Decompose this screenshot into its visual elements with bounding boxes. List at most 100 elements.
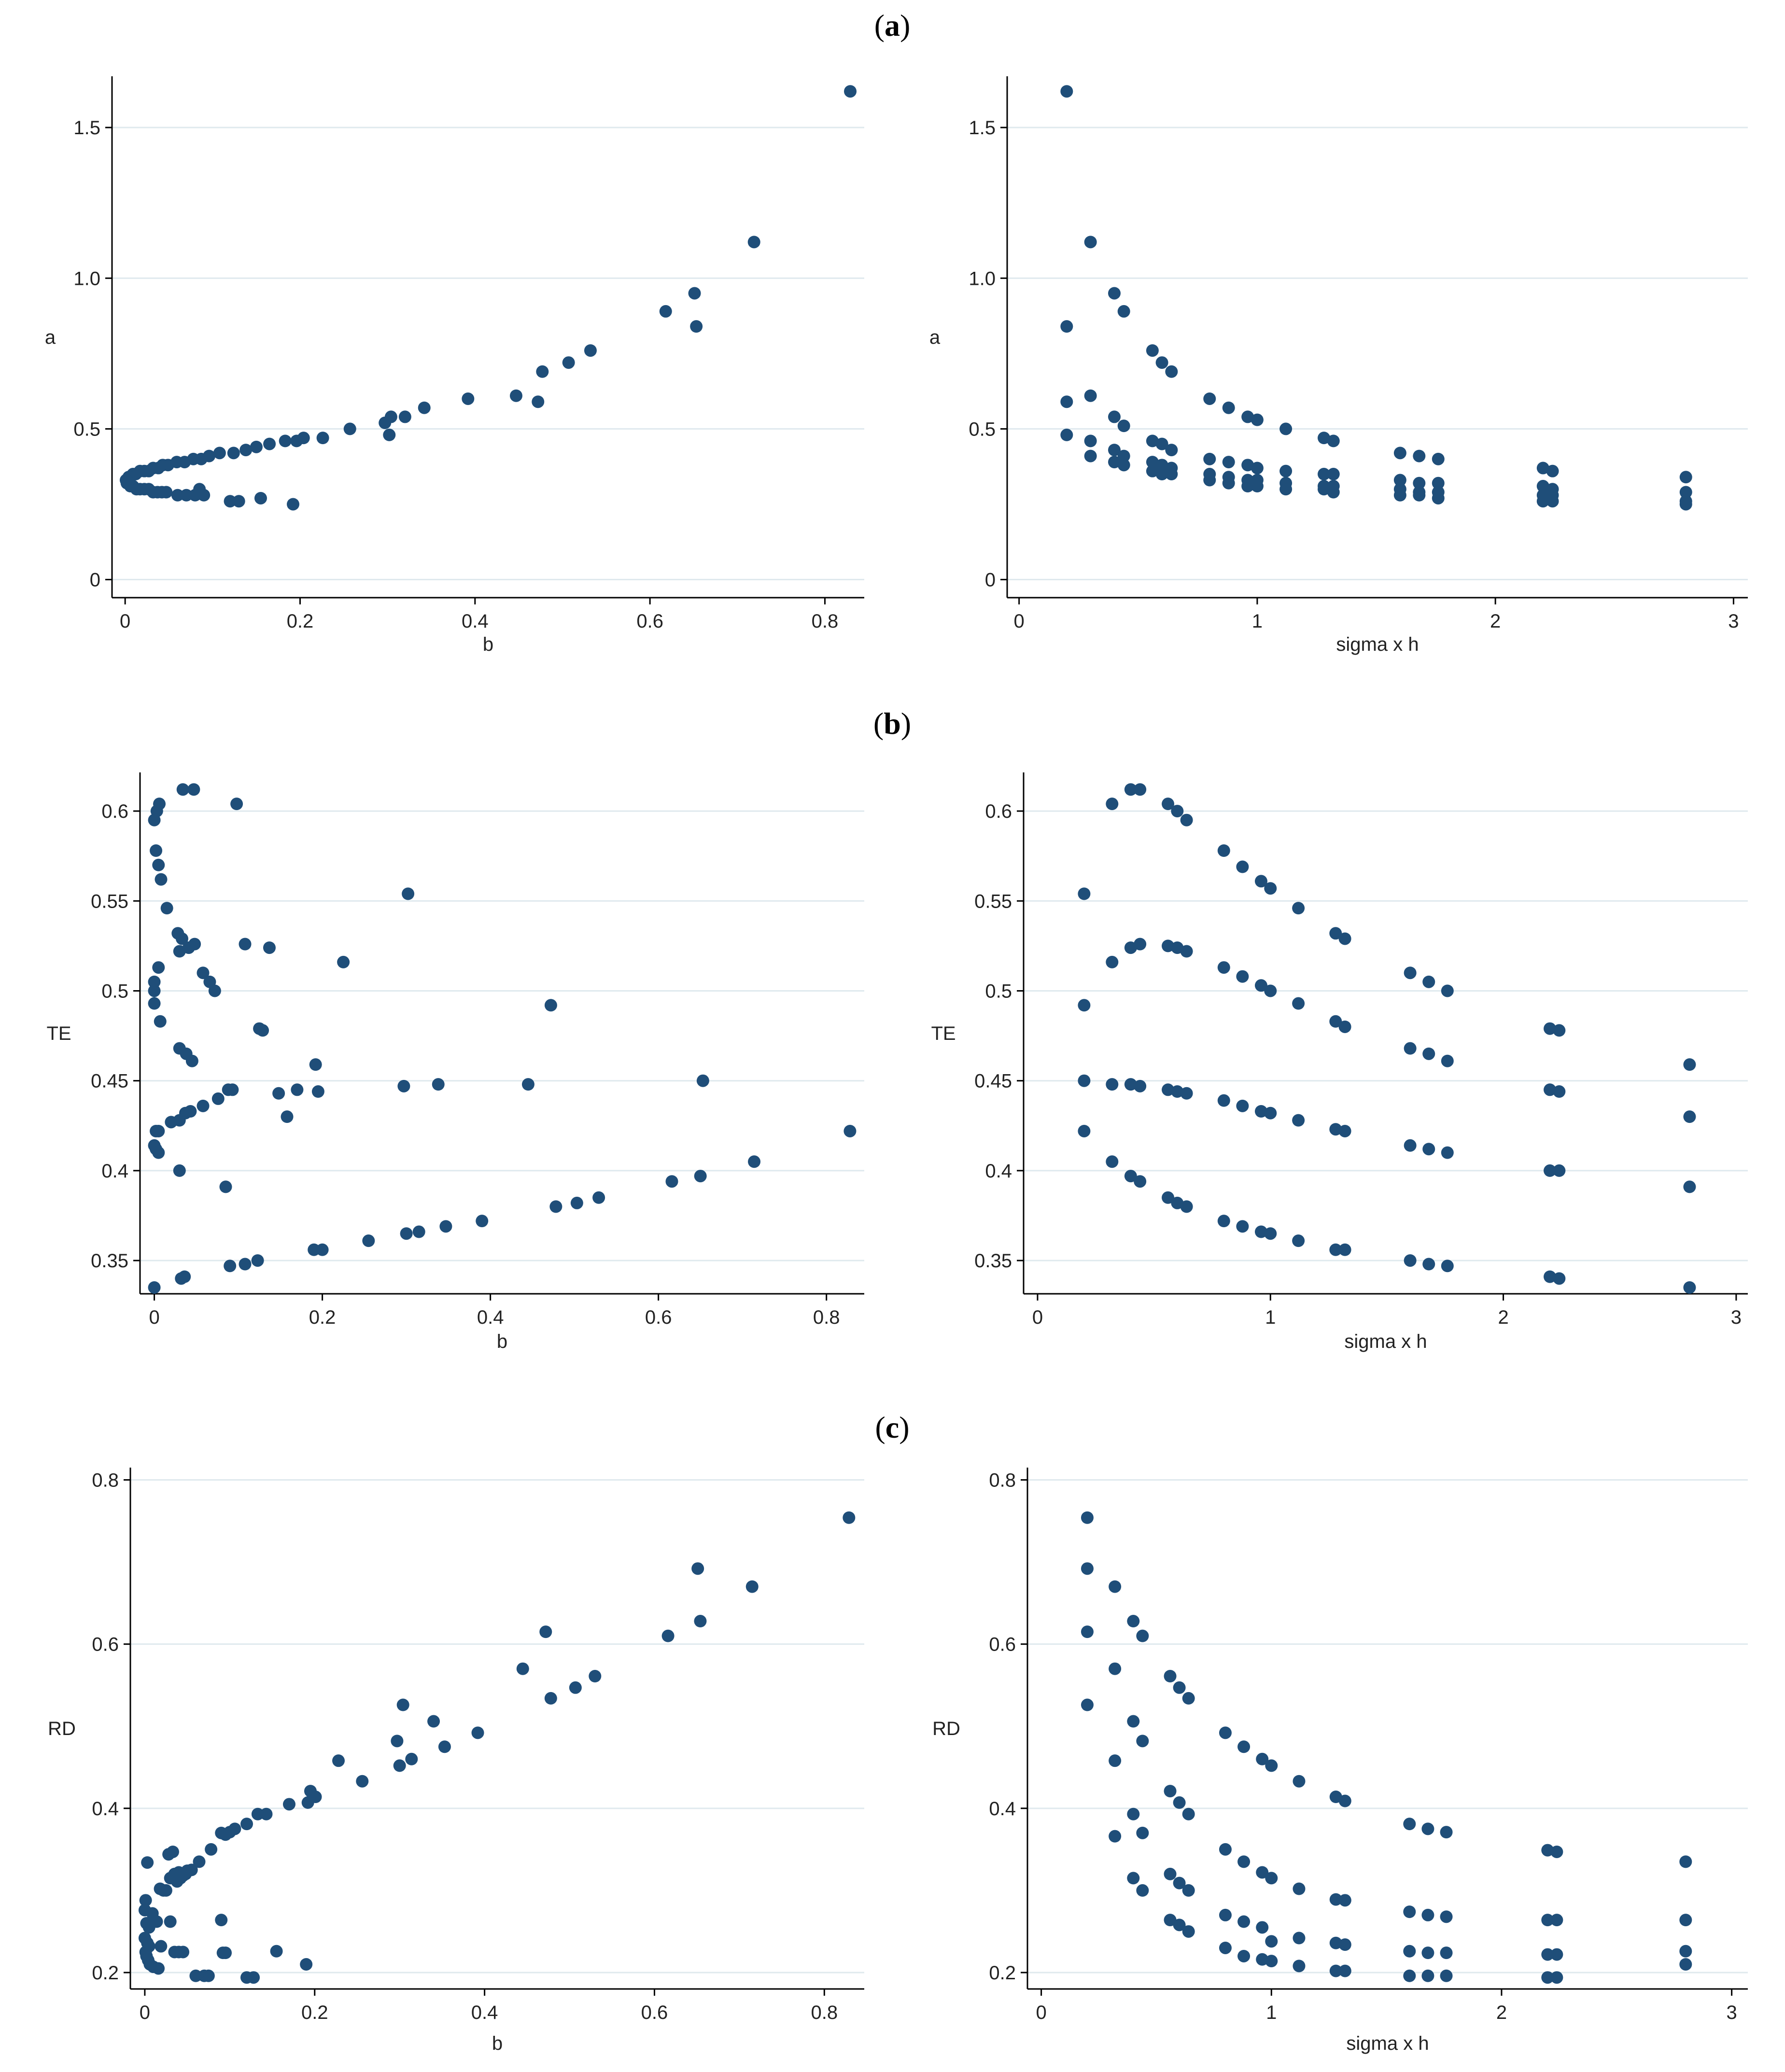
data-point bbox=[1222, 401, 1235, 414]
data-point bbox=[748, 1155, 761, 1168]
data-point bbox=[1236, 1220, 1249, 1233]
data-point bbox=[1109, 1830, 1122, 1843]
data-point bbox=[287, 498, 300, 511]
y-tick-label: 0.2 bbox=[989, 1962, 1016, 1984]
x-tick-label: 0 bbox=[140, 2002, 150, 2023]
data-point bbox=[747, 236, 760, 249]
data-point bbox=[509, 389, 522, 402]
data-point bbox=[1338, 1794, 1351, 1807]
y-tick-label: 0.8 bbox=[92, 1470, 119, 1491]
data-point bbox=[1117, 449, 1130, 462]
data-point bbox=[379, 416, 392, 429]
data-point bbox=[1060, 395, 1073, 408]
data-point bbox=[155, 873, 168, 886]
data-point bbox=[1329, 927, 1342, 940]
data-point bbox=[1441, 1054, 1454, 1067]
data-point bbox=[1109, 1580, 1122, 1593]
data-point bbox=[1546, 495, 1559, 508]
data-point bbox=[516, 1662, 529, 1675]
data-point bbox=[400, 1227, 413, 1240]
x-tick-label: 0.6 bbox=[636, 611, 663, 632]
data-point bbox=[1536, 495, 1549, 508]
data-point bbox=[1403, 1969, 1416, 1982]
data-point bbox=[1173, 1918, 1186, 1932]
data-point bbox=[843, 1511, 856, 1524]
data-point bbox=[1124, 783, 1137, 796]
data-point bbox=[224, 495, 237, 508]
data-point bbox=[1134, 783, 1147, 796]
data-point bbox=[1541, 1971, 1554, 1984]
data-point bbox=[308, 1243, 321, 1256]
data-point bbox=[688, 287, 701, 300]
data-point bbox=[1182, 1884, 1195, 1897]
data-points bbox=[1081, 1511, 1692, 1984]
data-point bbox=[462, 392, 475, 405]
x-tick-label: 0 bbox=[1036, 2002, 1046, 2023]
data-point bbox=[1440, 1910, 1453, 1923]
data-point bbox=[1293, 1775, 1306, 1788]
data-point bbox=[1155, 468, 1168, 481]
data-point bbox=[1108, 410, 1121, 423]
data-point bbox=[279, 434, 292, 448]
data-point bbox=[173, 1164, 186, 1177]
x-tick-label: 0.4 bbox=[462, 611, 489, 632]
x-tick-label: 0 bbox=[120, 611, 130, 632]
data-point bbox=[187, 783, 200, 796]
y-tick-label: 1.0 bbox=[969, 268, 996, 289]
data-point bbox=[1318, 432, 1331, 445]
data-point bbox=[1318, 483, 1331, 496]
data-point bbox=[1393, 474, 1406, 487]
data-point bbox=[1683, 1058, 1696, 1071]
data-point bbox=[427, 1715, 440, 1728]
data-point bbox=[1241, 459, 1254, 472]
data-point bbox=[432, 1078, 445, 1091]
y-tick-label: 0.6 bbox=[985, 801, 1012, 822]
data-point bbox=[476, 1215, 489, 1228]
data-point bbox=[1081, 1562, 1094, 1575]
data-point bbox=[1318, 468, 1331, 481]
data-point bbox=[150, 844, 163, 857]
data-point bbox=[1421, 1946, 1434, 1960]
data-point bbox=[250, 440, 263, 453]
data-point bbox=[300, 1958, 313, 1971]
data-point bbox=[1338, 932, 1351, 945]
data-point bbox=[177, 1946, 190, 1959]
data-point bbox=[1136, 1884, 1149, 1897]
data-point bbox=[152, 961, 165, 974]
data-point bbox=[1338, 1938, 1351, 1951]
data-point bbox=[148, 975, 161, 988]
data-point bbox=[1084, 236, 1097, 249]
data-point bbox=[281, 1110, 294, 1123]
data-point bbox=[570, 1196, 583, 1209]
data-point bbox=[536, 365, 549, 378]
data-point bbox=[1413, 449, 1426, 462]
data-point bbox=[383, 428, 396, 441]
data-point bbox=[1241, 410, 1254, 423]
data-points bbox=[1060, 85, 1692, 511]
data-point bbox=[1108, 444, 1121, 457]
data-point bbox=[1404, 1139, 1417, 1152]
x-axis-title: sigma x h bbox=[1336, 634, 1419, 655]
x-tick-label: 0 bbox=[149, 1307, 159, 1328]
data-point bbox=[1155, 356, 1168, 369]
x-axis-title: sigma x h bbox=[1344, 1331, 1427, 1352]
y-tick-label: 0.35 bbox=[91, 1250, 128, 1272]
data-point bbox=[160, 902, 173, 915]
data-points bbox=[1078, 783, 1696, 1294]
data-point bbox=[1338, 1243, 1351, 1256]
data-point bbox=[1264, 1227, 1277, 1240]
data-point bbox=[1679, 1958, 1692, 1971]
data-point bbox=[362, 1234, 375, 1247]
data-point bbox=[1553, 1024, 1566, 1037]
x-tick-label: 0.4 bbox=[471, 2002, 498, 2023]
y-tick-label: 0.45 bbox=[91, 1071, 128, 1092]
data-point bbox=[439, 1220, 452, 1233]
data-point bbox=[197, 1099, 210, 1112]
data-point bbox=[1155, 437, 1168, 450]
data-point bbox=[1404, 1042, 1417, 1055]
data-point bbox=[584, 344, 597, 357]
data-point bbox=[1251, 413, 1264, 426]
data-point bbox=[193, 1855, 206, 1868]
y-tick-label: 0.5 bbox=[73, 419, 100, 440]
data-point bbox=[1165, 365, 1178, 378]
